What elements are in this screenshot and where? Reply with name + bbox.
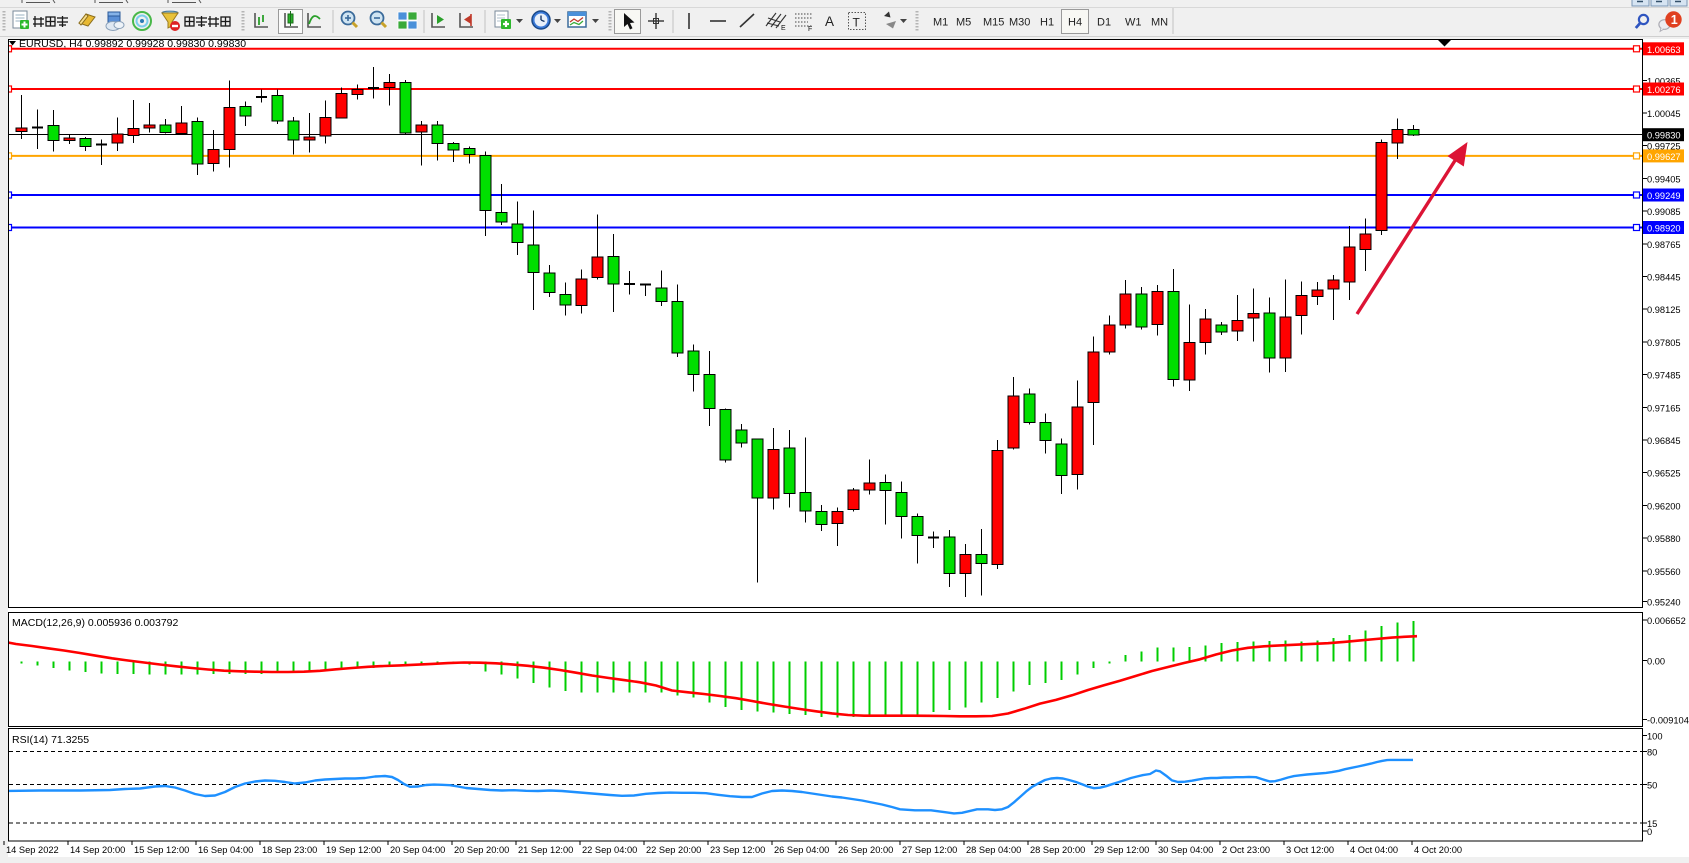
svg-text:0.97805: 0.97805 [1647,338,1681,348]
svg-text:0.98445: 0.98445 [1647,273,1681,283]
svg-text:28 Sep 04:00: 28 Sep 04:00 [966,845,1021,855]
svg-text:29 Sep 12:00: 29 Sep 12:00 [1094,845,1149,855]
svg-text:-0.009104: -0.009104 [1647,716,1689,726]
svg-text:100: 100 [1647,732,1663,742]
svg-text:80: 80 [1647,748,1657,758]
svg-text:T: T [853,16,861,30]
svg-text:RSI(14) 71.3255: RSI(14) 71.3255 [12,734,89,746]
svg-text:14 Sep 20:00: 14 Sep 20:00 [70,845,125,855]
svg-text:14 Sep 2022: 14 Sep 2022 [6,845,59,855]
svg-text:30 Sep 04:00: 30 Sep 04:00 [1158,845,1213,855]
svg-text:4 Oct 04:00: 4 Oct 04:00 [1350,845,1398,855]
svg-text:0.97485: 0.97485 [1647,371,1681,381]
svg-text:H1: H1 [1040,17,1054,29]
svg-text:0: 0 [1647,827,1652,837]
svg-text:19 Sep 12:00: 19 Sep 12:00 [326,845,381,855]
svg-text:M30: M30 [1009,17,1030,29]
svg-text:0.95560: 0.95560 [1647,567,1681,577]
svg-text:0.98765: 0.98765 [1647,240,1681,250]
svg-text:26 Sep 04:00: 26 Sep 04:00 [774,845,829,855]
svg-text:22 Sep 04:00: 22 Sep 04:00 [582,845,637,855]
svg-text:0.98920: 0.98920 [1647,224,1681,234]
svg-text:0.99405: 0.99405 [1647,174,1681,184]
svg-text:15 Sep 12:00: 15 Sep 12:00 [134,845,189,855]
svg-text:EURUSD, H4 0.99892 0.99928 0.: EURUSD, H4 0.99892 0.99928 0.99830 0.998… [19,38,246,50]
svg-text:1.00365: 1.00365 [1647,76,1681,86]
svg-text:1.00045: 1.00045 [1647,109,1681,119]
svg-text:D1: D1 [1097,17,1111,29]
svg-text:20 Sep 04:00: 20 Sep 04:00 [390,845,445,855]
svg-text:15: 15 [1647,819,1657,829]
svg-text:0.99830: 0.99830 [1647,131,1681,141]
svg-text:4 Oct 20:00: 4 Oct 20:00 [1414,845,1462,855]
svg-text:W1: W1 [1125,17,1142,29]
svg-text:26 Sep 20:00: 26 Sep 20:00 [838,845,893,855]
svg-text:M15: M15 [983,17,1004,29]
svg-text:0.006652: 0.006652 [1647,616,1686,626]
svg-text:2 Oct 23:00: 2 Oct 23:00 [1222,845,1270,855]
svg-text:23 Sep 12:00: 23 Sep 12:00 [710,845,765,855]
svg-text:27 Sep 12:00: 27 Sep 12:00 [902,845,957,855]
svg-text:1.00276: 1.00276 [1647,85,1681,95]
svg-text:MACD(12,26,9) 0.005936 0.00379: MACD(12,26,9) 0.005936 0.003792 [12,617,179,629]
svg-text:0.99249: 0.99249 [1647,191,1681,201]
svg-text:1: 1 [1671,13,1678,27]
svg-text:0.98125: 0.98125 [1647,305,1681,315]
svg-text:0.00: 0.00 [1647,657,1665,667]
svg-text:0.96200: 0.96200 [1647,501,1681,511]
svg-text:0.96845: 0.96845 [1647,436,1681,446]
svg-text:M1: M1 [933,17,948,29]
svg-text:1.00663: 1.00663 [1647,45,1681,55]
svg-text:E: E [781,25,786,32]
svg-text:20 Sep 20:00: 20 Sep 20:00 [454,845,509,855]
svg-text:A: A [825,14,834,29]
svg-text:28 Sep 20:00: 28 Sep 20:00 [1030,845,1085,855]
svg-text:18 Sep 23:00: 18 Sep 23:00 [262,845,317,855]
svg-text:0.95880: 0.95880 [1647,534,1681,544]
svg-text:3 Oct 12:00: 3 Oct 12:00 [1286,845,1334,855]
svg-text:M5: M5 [956,17,971,29]
svg-text:0.96525: 0.96525 [1647,469,1681,479]
svg-text:0.99627: 0.99627 [1647,152,1681,162]
svg-text:0.99085: 0.99085 [1647,207,1681,217]
svg-text:50: 50 [1647,780,1657,790]
svg-text:22 Sep 20:00: 22 Sep 20:00 [646,845,701,855]
svg-text:21 Sep 12:00: 21 Sep 12:00 [518,845,573,855]
svg-text:MN: MN [1151,17,1168,29]
svg-text:H4: H4 [1068,17,1082,29]
svg-text:0.97165: 0.97165 [1647,403,1681,413]
svg-text:F: F [808,26,812,33]
svg-text:0.95240: 0.95240 [1647,598,1681,608]
svg-text:16 Sep 04:00: 16 Sep 04:00 [198,845,253,855]
svg-text:0.99725: 0.99725 [1647,142,1681,152]
